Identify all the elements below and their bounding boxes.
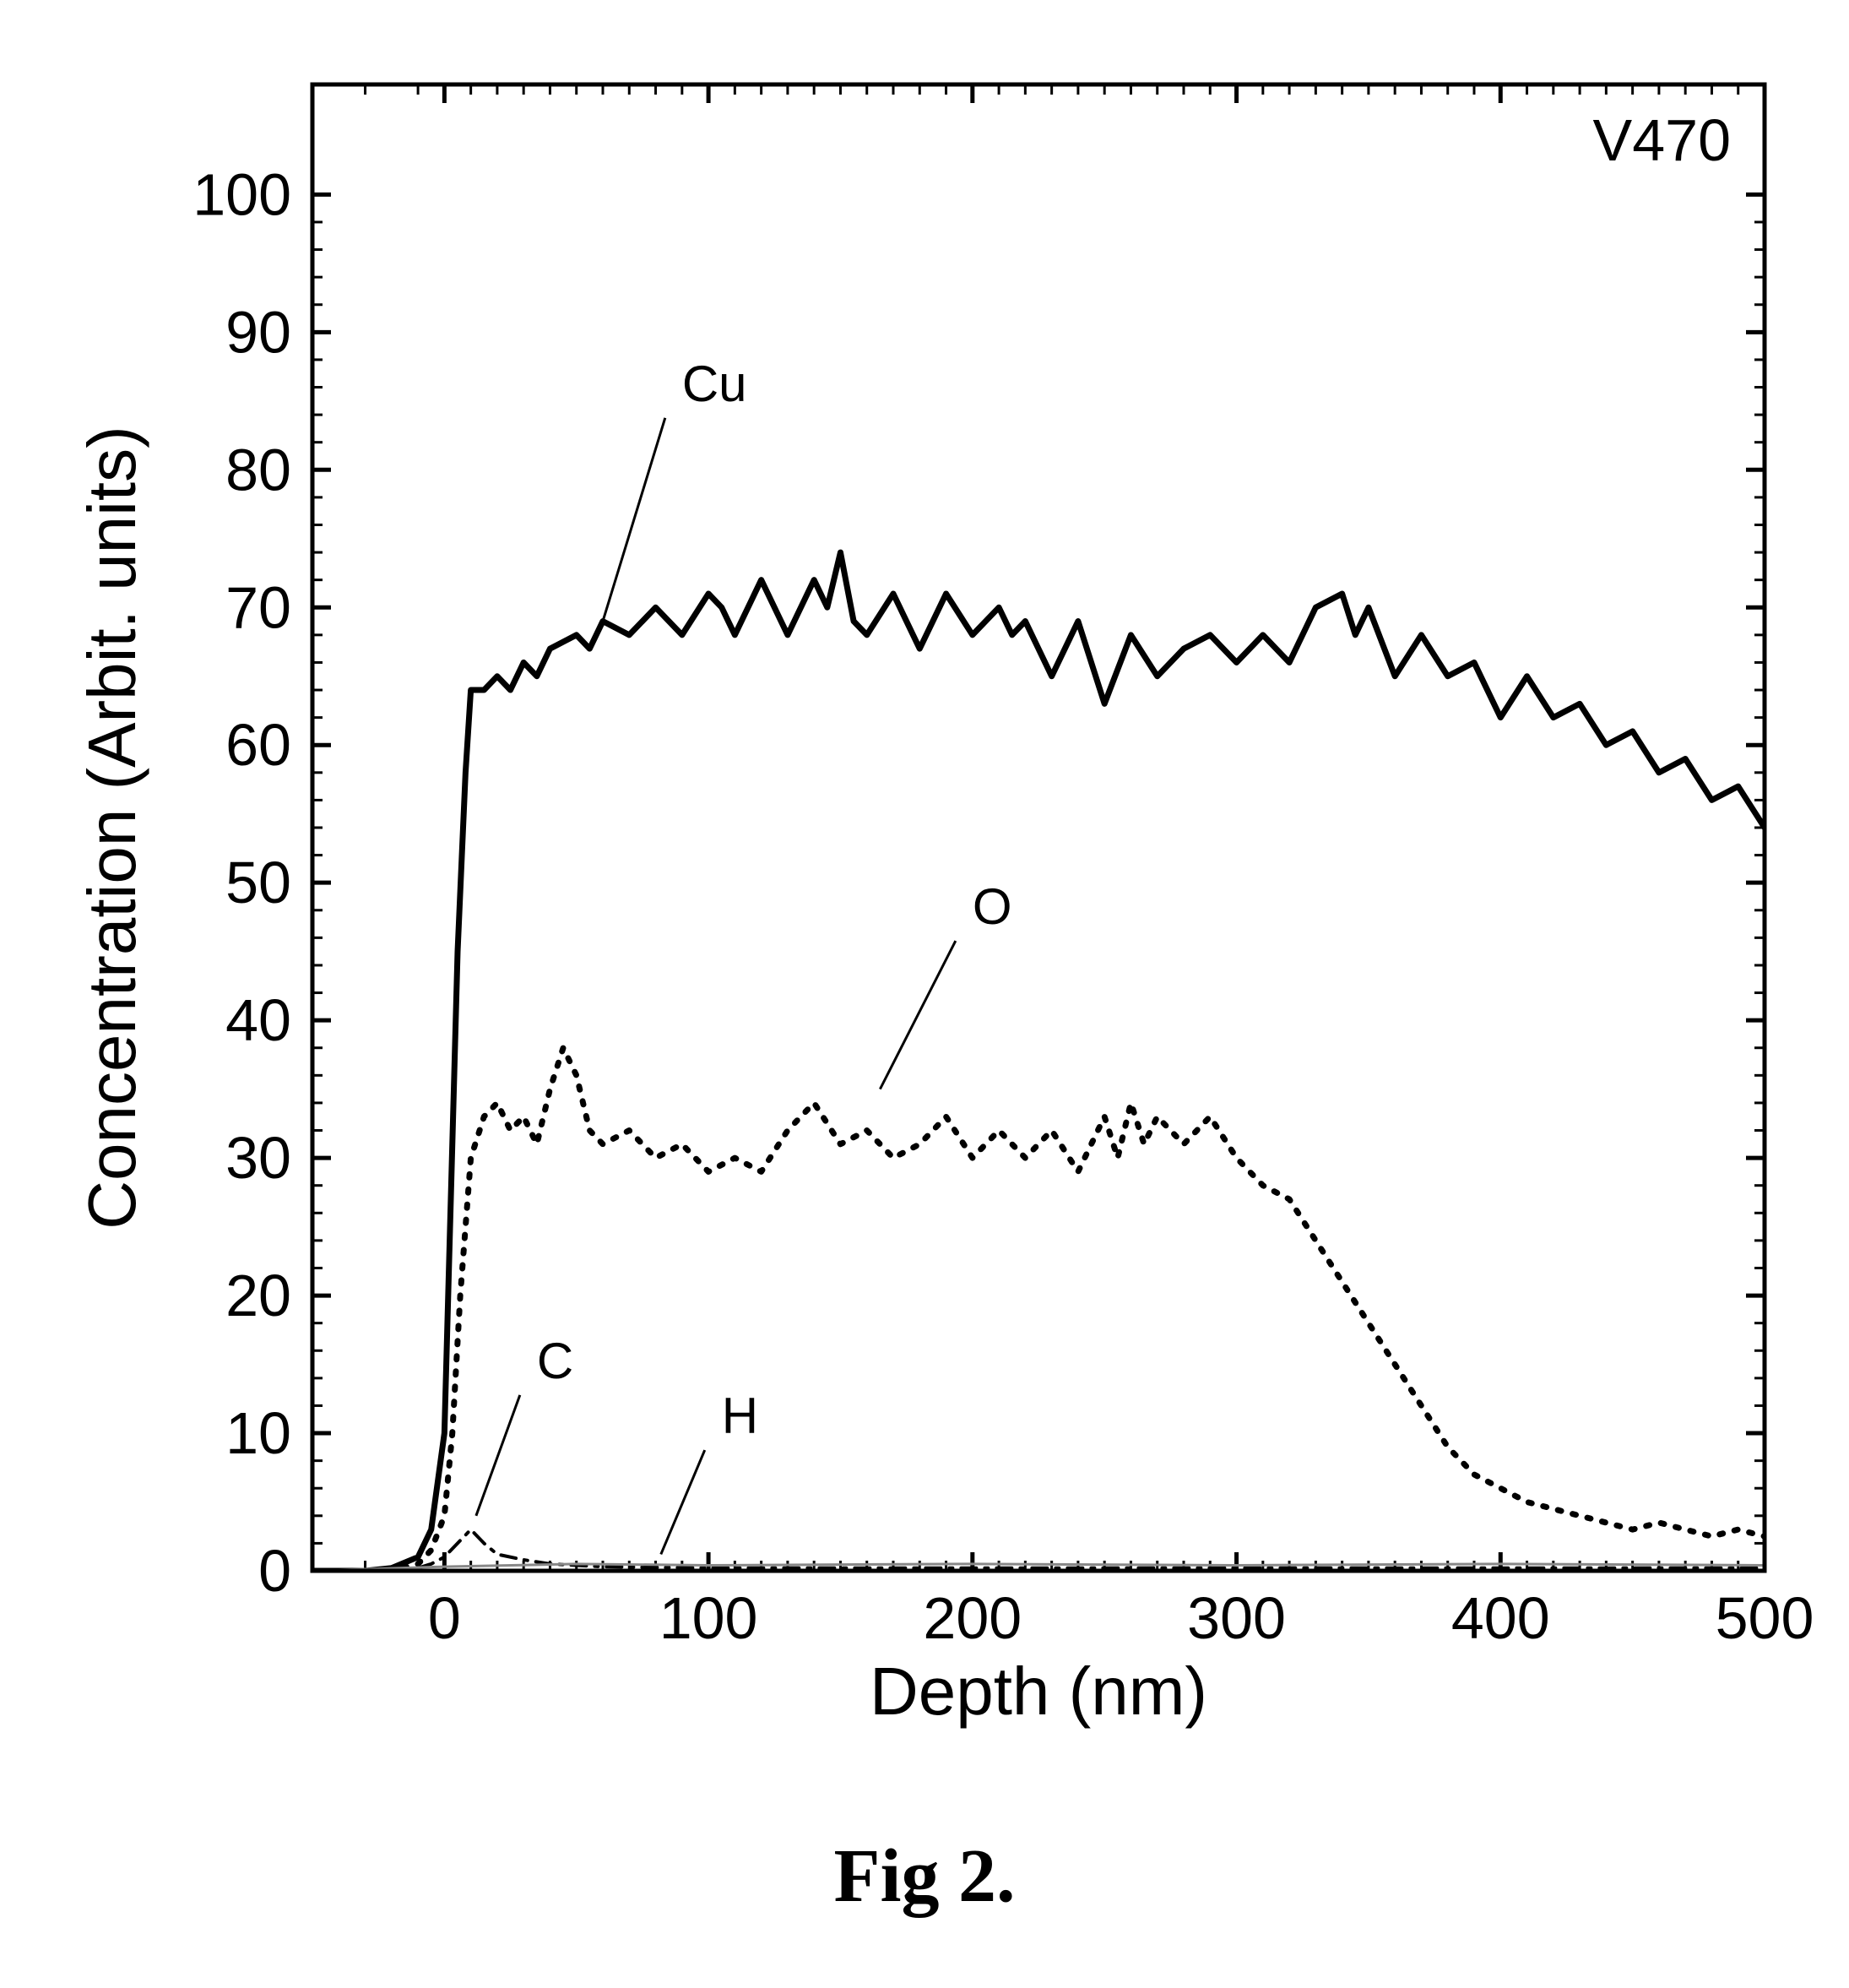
svg-text:80: 80 bbox=[225, 437, 291, 502]
x-axis-label: Depth (nm) bbox=[870, 1654, 1207, 1729]
svg-text:100: 100 bbox=[659, 1585, 758, 1651]
svg-text:10: 10 bbox=[225, 1400, 291, 1466]
series-label-H: H bbox=[722, 1388, 758, 1444]
series-label-C: C bbox=[537, 1333, 573, 1389]
chart-container: 0 100 200 300 400 500 0 10 20 30 40 50 60 70 80 90 100 De… bbox=[34, 34, 1815, 1954]
svg-text:90: 90 bbox=[225, 299, 291, 365]
y-axis-label: Concentration (Arbit. units) bbox=[74, 426, 149, 1230]
series-label-Cu: Cu bbox=[682, 356, 747, 412]
svg-text:30: 30 bbox=[225, 1125, 291, 1191]
series-label-O: O bbox=[973, 878, 1012, 935]
svg-text:20: 20 bbox=[225, 1263, 291, 1328]
chart-svg: 0 100 200 300 400 500 0 10 20 30 40 50 60 70 80 90 100 De… bbox=[34, 34, 1815, 1807]
figure-caption: Fig 2. bbox=[34, 1833, 1815, 1920]
svg-text:60: 60 bbox=[225, 712, 291, 778]
chart-annotation: V470 bbox=[1593, 107, 1731, 173]
svg-text:50: 50 bbox=[225, 850, 291, 915]
svg-text:500: 500 bbox=[1716, 1585, 1814, 1651]
svg-text:400: 400 bbox=[1451, 1585, 1550, 1651]
svg-text:200: 200 bbox=[923, 1585, 1022, 1651]
svg-text:0: 0 bbox=[258, 1538, 291, 1604]
svg-text:70: 70 bbox=[225, 574, 291, 640]
svg-text:40: 40 bbox=[225, 987, 291, 1053]
svg-text:0: 0 bbox=[428, 1585, 461, 1651]
svg-text:300: 300 bbox=[1187, 1585, 1286, 1651]
svg-text:100: 100 bbox=[192, 161, 291, 227]
